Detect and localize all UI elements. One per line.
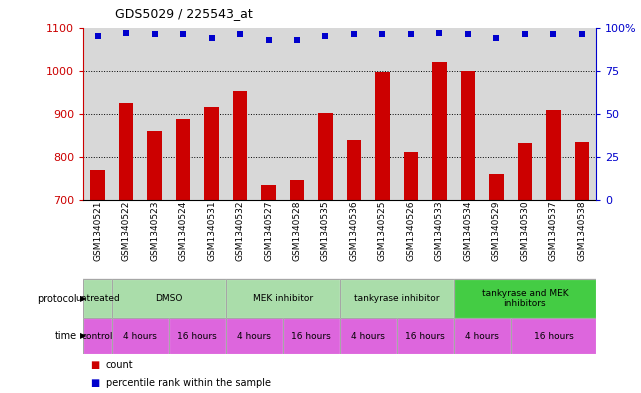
Bar (233, 92, 247, 200)
Bar (340, 318, 397, 354)
Bar (575, 142, 589, 200)
Text: tankyrase and MEK
inhibitors: tankyrase and MEK inhibitors (481, 289, 568, 309)
Text: GSM1340536: GSM1340536 (349, 200, 358, 261)
Bar (290, 180, 304, 200)
Text: GSM1340534: GSM1340534 (463, 200, 472, 261)
Bar (119, 103, 133, 200)
Bar (112, 318, 169, 354)
Text: GSM1340535: GSM1340535 (321, 200, 330, 261)
Bar (83, 279, 112, 318)
Text: count: count (106, 360, 133, 371)
Text: GSM1340538: GSM1340538 (578, 200, 587, 261)
Bar (404, 152, 418, 200)
Text: 4 hours: 4 hours (237, 332, 271, 340)
Text: 4 hours: 4 hours (123, 332, 157, 340)
Bar (454, 279, 596, 318)
Bar (340, 279, 454, 318)
Text: percentile rank within the sample: percentile rank within the sample (106, 378, 271, 388)
Text: GSM1340523: GSM1340523 (150, 200, 159, 261)
Bar (432, 62, 447, 200)
Bar (112, 318, 169, 354)
Bar (397, 318, 454, 354)
Bar (90, 170, 104, 200)
Bar (83, 318, 112, 354)
Text: ▶: ▶ (80, 294, 87, 303)
Text: 4 hours: 4 hours (351, 332, 385, 340)
Bar (176, 119, 190, 200)
Text: GSM1340526: GSM1340526 (406, 200, 415, 261)
Text: protocol: protocol (37, 294, 77, 304)
Bar (340, 279, 454, 318)
Text: GSM1340533: GSM1340533 (435, 200, 444, 261)
Text: 16 hours: 16 hours (178, 332, 217, 340)
Text: time: time (54, 331, 77, 341)
Bar (347, 140, 361, 200)
Text: GSM1340522: GSM1340522 (122, 200, 131, 261)
Bar (546, 110, 560, 200)
Bar (376, 72, 390, 200)
Text: GSM1340524: GSM1340524 (179, 200, 188, 261)
Bar (319, 113, 333, 200)
Text: ■: ■ (90, 378, 99, 388)
Bar (511, 318, 596, 354)
Bar (262, 185, 276, 200)
Text: GDS5029 / 225543_at: GDS5029 / 225543_at (115, 7, 253, 20)
Text: tankyrase inhibitor: tankyrase inhibitor (354, 294, 440, 303)
Text: GSM1340528: GSM1340528 (292, 200, 301, 261)
Text: 16 hours: 16 hours (533, 332, 573, 340)
Text: GSM1340527: GSM1340527 (264, 200, 273, 261)
Text: MEK inhibitor: MEK inhibitor (253, 294, 313, 303)
Text: GSM1340530: GSM1340530 (520, 200, 529, 261)
Text: ■: ■ (90, 360, 99, 371)
Text: GSM1340525: GSM1340525 (378, 200, 387, 261)
Bar (112, 279, 226, 318)
Bar (461, 71, 475, 200)
Bar (147, 131, 162, 200)
Bar (283, 318, 340, 354)
Bar (226, 318, 283, 354)
Bar (169, 318, 226, 354)
Bar (397, 318, 454, 354)
Text: DMSO: DMSO (155, 294, 183, 303)
Text: ▶: ▶ (80, 332, 87, 340)
Bar (454, 318, 511, 354)
Bar (489, 174, 504, 200)
Bar (204, 107, 219, 200)
Bar (226, 279, 340, 318)
Text: control: control (82, 332, 113, 340)
Bar (340, 318, 397, 354)
Bar (83, 279, 112, 318)
Text: GSM1340529: GSM1340529 (492, 200, 501, 261)
Text: GSM1340532: GSM1340532 (235, 200, 244, 261)
Bar (454, 318, 511, 354)
Text: 16 hours: 16 hours (405, 332, 445, 340)
Bar (83, 318, 112, 354)
Text: GSM1340531: GSM1340531 (207, 200, 216, 261)
Text: 16 hours: 16 hours (292, 332, 331, 340)
Bar (518, 143, 532, 200)
Text: GSM1340521: GSM1340521 (93, 200, 102, 261)
Bar (454, 279, 596, 318)
Bar (112, 279, 226, 318)
Bar (226, 279, 340, 318)
Bar (511, 318, 596, 354)
Bar (169, 318, 226, 354)
Bar (283, 318, 340, 354)
Text: GSM1340537: GSM1340537 (549, 200, 558, 261)
Text: 4 hours: 4 hours (465, 332, 499, 340)
Bar (226, 318, 283, 354)
Text: untreated: untreated (75, 294, 120, 303)
